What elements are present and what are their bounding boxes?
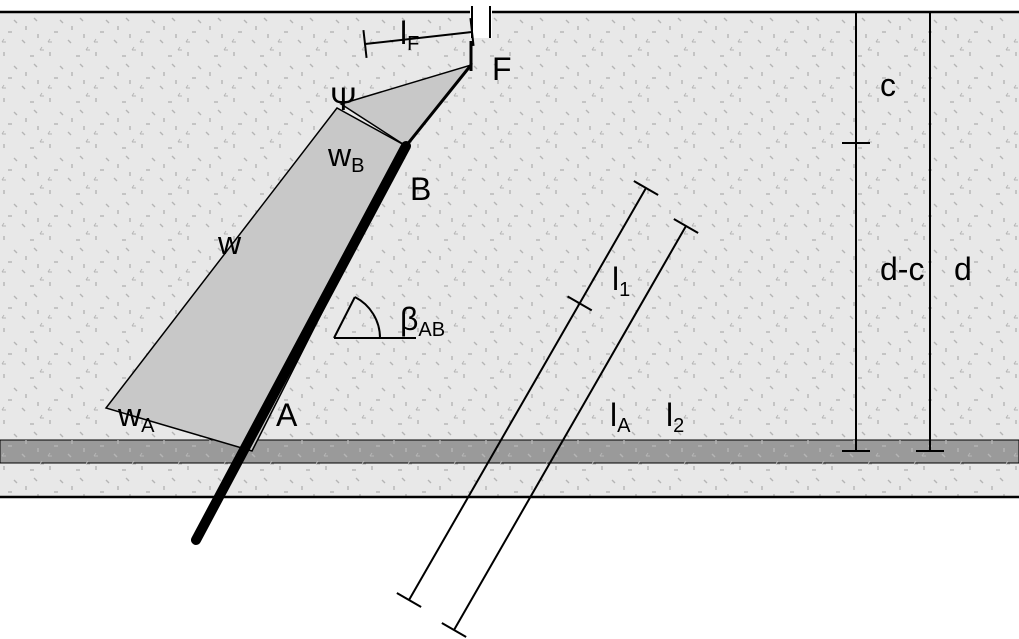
label-F: F	[492, 51, 512, 87]
top-edge-break	[470, 6, 492, 38]
diagram-root: FBAwwAwBΨβABlFl1lAl2cd-cd	[0, 0, 1019, 639]
dim-l2-tick1	[442, 623, 466, 637]
label-w: w	[217, 225, 242, 261]
label-c: c	[880, 67, 896, 103]
label-dc: d-c	[880, 251, 924, 287]
label-l2-sub: 2	[673, 415, 684, 437]
label-wA-sub: A	[141, 415, 155, 437]
label-d: d	[954, 251, 972, 287]
label-lA-sub: A	[617, 415, 631, 437]
label-B: B	[410, 171, 431, 207]
label-wB-sub: B	[351, 155, 364, 177]
dim-lA-l1-tick1	[397, 593, 421, 607]
label-l1-sub: 1	[619, 279, 630, 301]
label-psi: Ψ	[330, 81, 357, 117]
label-betaAB-sub: AB	[418, 319, 445, 341]
label-lF-sub: F	[407, 33, 419, 55]
label-A: A	[276, 397, 298, 433]
